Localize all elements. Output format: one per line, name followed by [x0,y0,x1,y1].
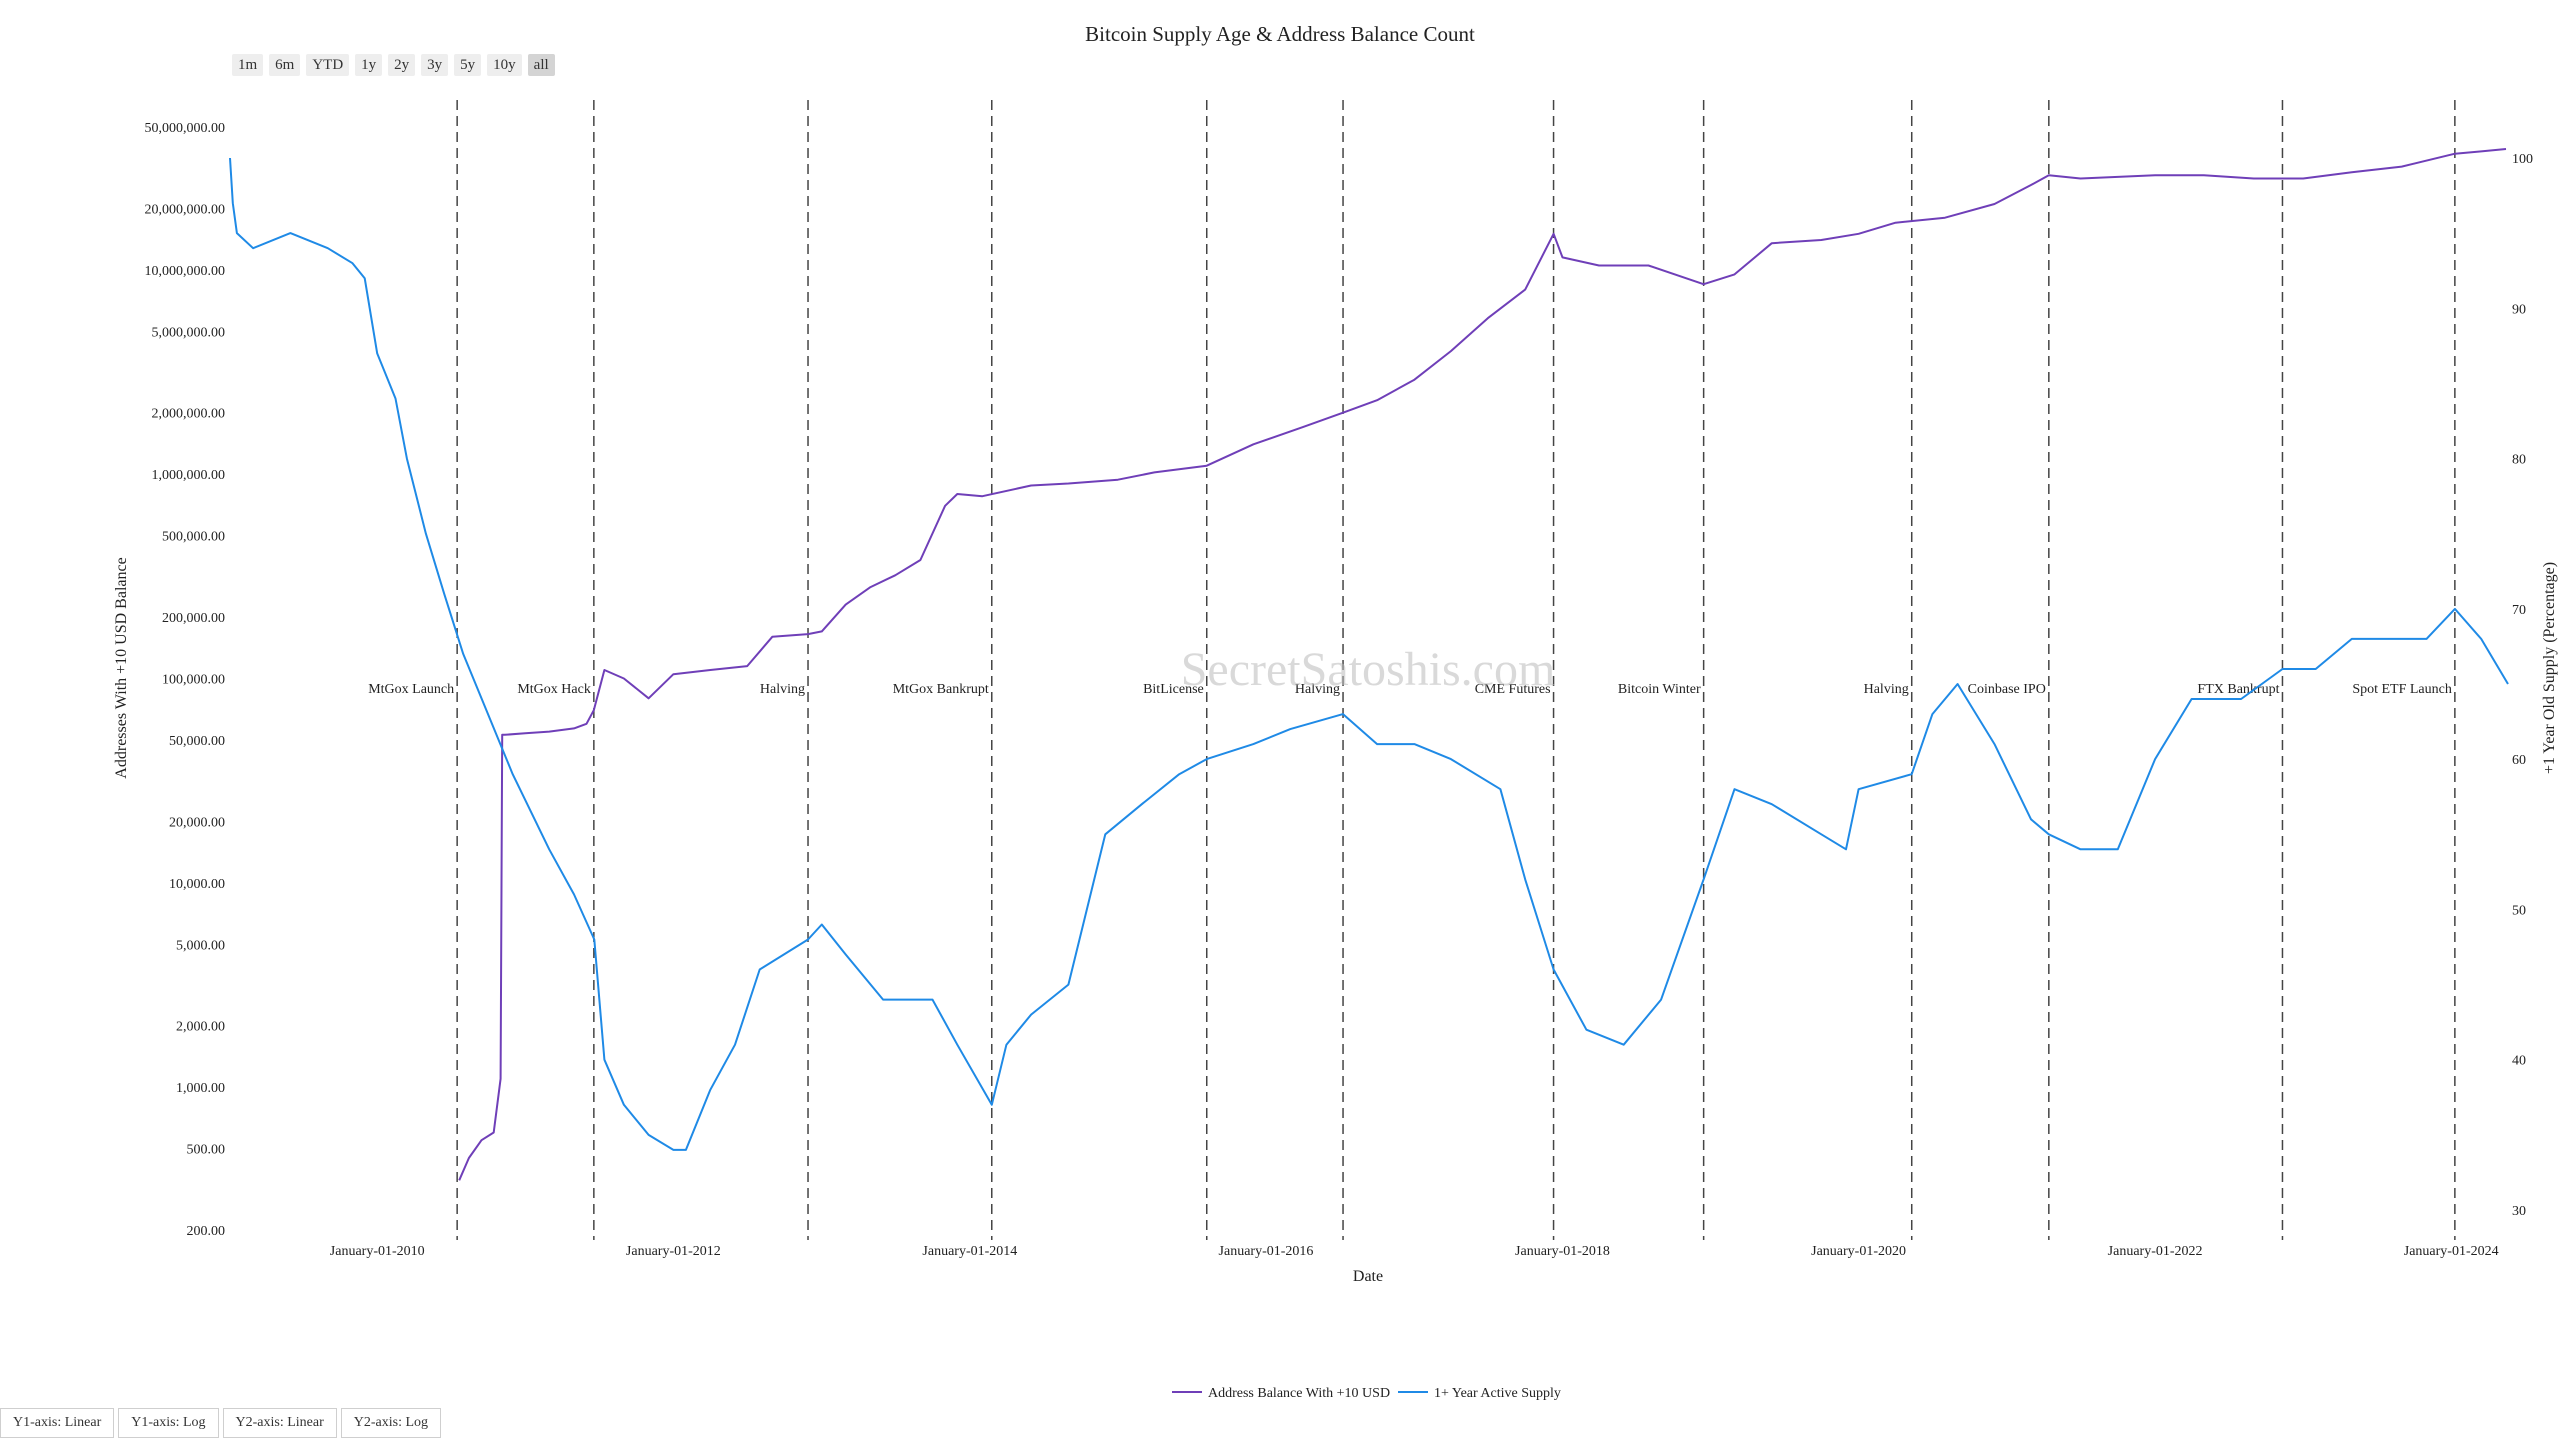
range-button-5y[interactable]: 5y [454,54,482,76]
x-tick-label: January-01-2022 [2108,1244,2203,1259]
event-label: Spot ETF Launch [2352,682,2452,697]
y1-tick-label: 1,000,000.00 [152,468,226,483]
series-line-active-supply [229,157,2509,1151]
y1-tick-label: 20,000,000.00 [145,202,226,217]
y2-tick-label: 60 [2512,753,2526,768]
range-button-1y[interactable]: 1y [355,54,383,76]
range-button-ytd[interactable]: YTD [306,54,350,76]
event-label: Halving [1864,682,1909,697]
legend: Address Balance With +10 USD 1+ Year Act… [1172,1386,1561,1401]
x-tick-label: January-01-2024 [2404,1244,2499,1259]
y1-tick-label: 5,000.00 [176,938,225,953]
y1-tick-label: 500,000.00 [162,530,225,545]
y1-tick-label: 200.00 [187,1224,226,1239]
y1-tick-label: 200,000.00 [162,611,225,626]
x-tick-label: January-01-2018 [1515,1244,1610,1259]
y2-tick-label: 50 [2512,903,2526,918]
y2-tick-label: 100 [2512,152,2533,167]
series-line-address-balance [458,148,2507,1181]
y2-linear-button[interactable]: Y2-axis: Linear [222,1408,337,1438]
y2-axis-title: +1 Year Old Supply (Percentage) [2541,562,2558,774]
watermark: SecretSatoshis.com [1181,643,1556,696]
event-label: Coinbase IPO [1968,682,2046,697]
range-button-3y[interactable]: 3y [421,54,449,76]
event-label: Bitcoin Winter [1618,682,1701,697]
legend-label-active-supply[interactable]: 1+ Year Active Supply [1434,1386,1561,1401]
chart-title: Bitcoin Supply Age & Address Balance Cou… [1085,22,1475,46]
y1-tick-label: 2,000.00 [176,1020,225,1035]
y1-linear-button[interactable]: Y1-axis: Linear [0,1408,115,1438]
event-label: Halving [760,682,805,697]
y2-tick-label: 90 [2512,302,2526,317]
y2-tick-label: 70 [2512,603,2526,618]
y1-tick-label: 10,000.00 [169,877,225,892]
y1-tick-label: 10,000,000.00 [145,264,226,279]
event-label: MtGox Hack [517,682,591,697]
x-tick-label: January-01-2014 [922,1244,1017,1259]
y1-log-button[interactable]: Y1-axis: Log [118,1408,219,1438]
event-label: Halving [1295,682,1340,697]
event-label: CME Futures [1475,682,1551,697]
event-label: BitLicense [1143,682,1204,697]
y1-tick-label: 2,000,000.00 [152,407,226,422]
y1-tick-label: 1,000.00 [176,1081,225,1096]
x-tick-label: January-01-2012 [626,1244,721,1259]
event-label: FTX Bankrupt [2197,682,2279,697]
axis-scale-buttons: Y1-axis: Linear Y1-axis: Log Y2-axis: Li… [0,1408,445,1438]
legend-label-address-balance[interactable]: Address Balance With +10 USD [1208,1386,1390,1401]
x-axis-title: Date [1353,1268,1383,1285]
y1-tick-label: 500.00 [187,1143,226,1158]
range-button-10y[interactable]: 10y [487,54,522,76]
range-button-all[interactable]: all [527,54,555,76]
y1-tick-label: 20,000.00 [169,815,225,830]
event-label: MtGox Bankrupt [893,682,989,697]
y1-tick-label: 100,000.00 [162,673,225,688]
y2-tick-label: 80 [2512,453,2526,468]
y2-tick-label: 30 [2512,1204,2526,1219]
y2-tick-label: 40 [2512,1054,2526,1069]
x-tick-label: January-01-2016 [1219,1244,1314,1259]
event-label: MtGox Launch [368,682,454,697]
y1-tick-label: 50,000.00 [169,734,225,749]
range-selector: 1m 6m YTD 1y 2y 3y 5y 10y all [232,54,555,76]
y1-axis-title: Addresses With +10 USD Balance [113,557,130,778]
y1-tick-label: 50,000,000.00 [145,121,226,136]
y2-log-button[interactable]: Y2-axis: Log [340,1408,442,1438]
range-button-1m[interactable]: 1m [232,54,264,76]
y1-tick-label: 5,000,000.00 [152,325,226,340]
x-tick-label: January-01-2020 [1811,1244,1906,1259]
range-button-6m[interactable]: 6m [269,54,301,76]
range-button-2y[interactable]: 2y [388,54,416,76]
x-tick-label: January-01-2010 [330,1244,425,1259]
